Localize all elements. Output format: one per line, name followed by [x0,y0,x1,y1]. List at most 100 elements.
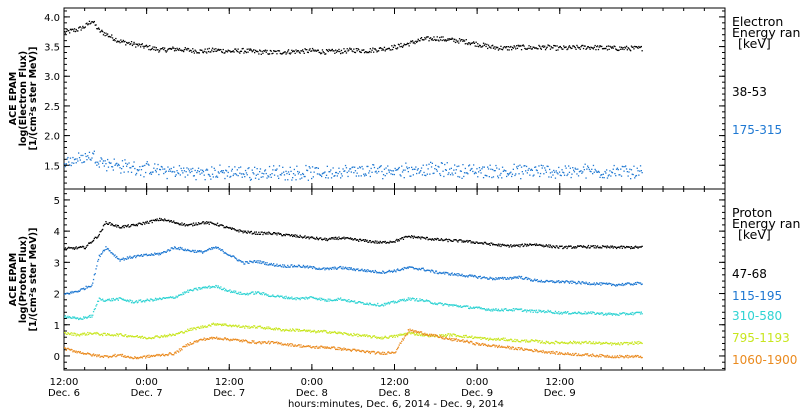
data-point [64,332,67,334]
data-point [568,342,570,344]
data-point [147,337,149,340]
data-point [607,45,609,47]
data-point [382,241,385,243]
data-point [435,303,438,305]
data-point [132,302,134,304]
data-point [312,49,314,51]
data-point [456,273,458,275]
data-point [152,253,154,256]
data-point [355,175,357,177]
data-point [559,281,561,283]
data-point [192,249,194,251]
data-point [278,327,280,330]
data-point [561,48,563,50]
data-point [145,299,147,302]
data-point [633,247,635,249]
y-tick-label: 4.0 [44,13,60,24]
data-point [477,277,479,279]
data-point [445,40,447,42]
data-point [346,171,348,174]
data-point [317,49,319,51]
data-point [203,251,205,253]
data-point [512,245,514,247]
data-point [316,50,318,52]
data-point [393,334,395,336]
data-point [152,46,154,48]
data-point [392,241,394,243]
data-point [230,339,233,341]
data-point [494,338,496,340]
data-point [521,44,523,47]
data-point [255,261,257,263]
data-point [439,334,441,336]
data-point [640,170,642,172]
data-point [544,167,546,169]
data-point [368,241,370,243]
data-point [266,262,268,264]
data-point [587,165,589,167]
data-point [403,236,405,238]
data-point [191,170,193,173]
data-point [544,280,547,283]
data-point [179,246,181,249]
data-point [430,271,432,273]
data-point [214,286,216,289]
data-point [367,350,369,352]
data-point [266,342,268,344]
data-point [560,281,562,284]
data-point [378,242,381,244]
data-point [163,354,165,357]
data-point [181,222,183,224]
data-point [428,334,430,336]
data-point [305,330,307,333]
data-point [314,297,316,299]
data-point [234,229,236,231]
data-point [321,238,323,241]
data-point [549,310,552,312]
data-point [372,47,374,49]
data-point [140,174,142,176]
data-point [405,332,407,334]
data-point [465,275,467,277]
data-point [502,278,504,280]
data-point [150,173,153,175]
data-point [549,246,551,248]
data-point [397,43,400,45]
data-point [587,246,589,248]
data-point [634,177,636,179]
data-point [638,340,640,343]
data-point [477,43,479,45]
data-point [250,230,252,233]
data-point [249,292,251,295]
data-point [158,298,160,300]
data-point [206,338,208,341]
data-point [532,175,534,177]
data-point [272,294,274,296]
data-point [625,245,628,248]
data-point [175,333,177,335]
data-point [279,343,281,345]
data-point [237,229,239,231]
data-point [463,240,466,242]
data-point [268,295,271,297]
data-point [517,308,519,311]
data-point [409,332,411,334]
data-point [144,223,146,225]
data-point [335,332,337,334]
data-point [179,223,181,225]
data-point [355,239,357,241]
data-point [139,166,141,168]
data-point [265,293,267,295]
data-point [191,343,193,345]
data-point [452,274,454,276]
data-point [637,343,639,345]
data-point [456,335,458,337]
data-point [269,295,271,298]
data-point [154,355,157,357]
data-point [429,333,431,335]
data-point [306,297,308,299]
data-point [463,175,465,178]
data-point [103,300,105,302]
data-point [260,262,262,265]
data-point [120,258,122,261]
